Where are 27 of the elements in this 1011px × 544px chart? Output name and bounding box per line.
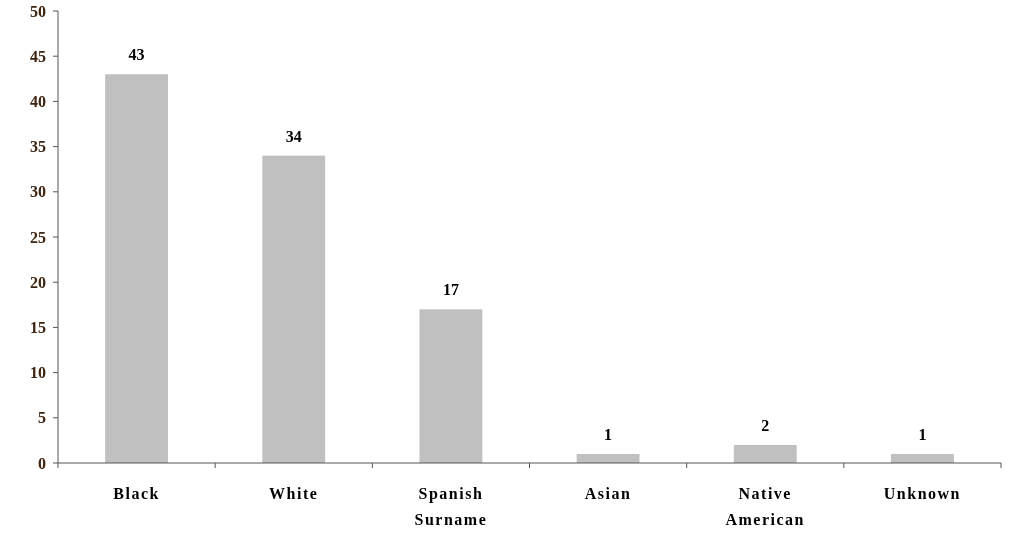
y-tick-label: 50 [30,2,46,20]
y-tick-label: 10 [30,364,46,382]
data-label: 43 [128,46,145,64]
x-tick-label: Asian [584,485,632,502]
y-tick-label: 30 [30,183,46,201]
data-label: 2 [761,416,770,434]
data-label: 17 [442,281,459,299]
x-tick-label: Black [113,485,160,502]
x-tick-label: Unknown [883,485,962,502]
y-tick-label: 35 [30,138,46,156]
x-tick-label: Spanish Surname [414,485,488,528]
y-tick-label: 45 [30,47,46,65]
y-tick-label: 5 [38,409,46,427]
y-tick-label: 25 [30,228,46,246]
bar [262,155,326,463]
bar [733,444,797,463]
y-tick-label: 15 [30,319,46,336]
x-tick-label: Native American [725,485,806,528]
data-label: 1 [918,425,927,443]
x-tick-label: White [269,485,319,502]
data-label: 34 [285,127,302,145]
y-tick-label: 40 [30,93,46,110]
bar [419,309,483,463]
y-tick-label: 0 [38,454,46,472]
y-tick-label: 20 [30,273,46,291]
data-label: 1 [604,425,613,443]
bar [105,74,169,463]
